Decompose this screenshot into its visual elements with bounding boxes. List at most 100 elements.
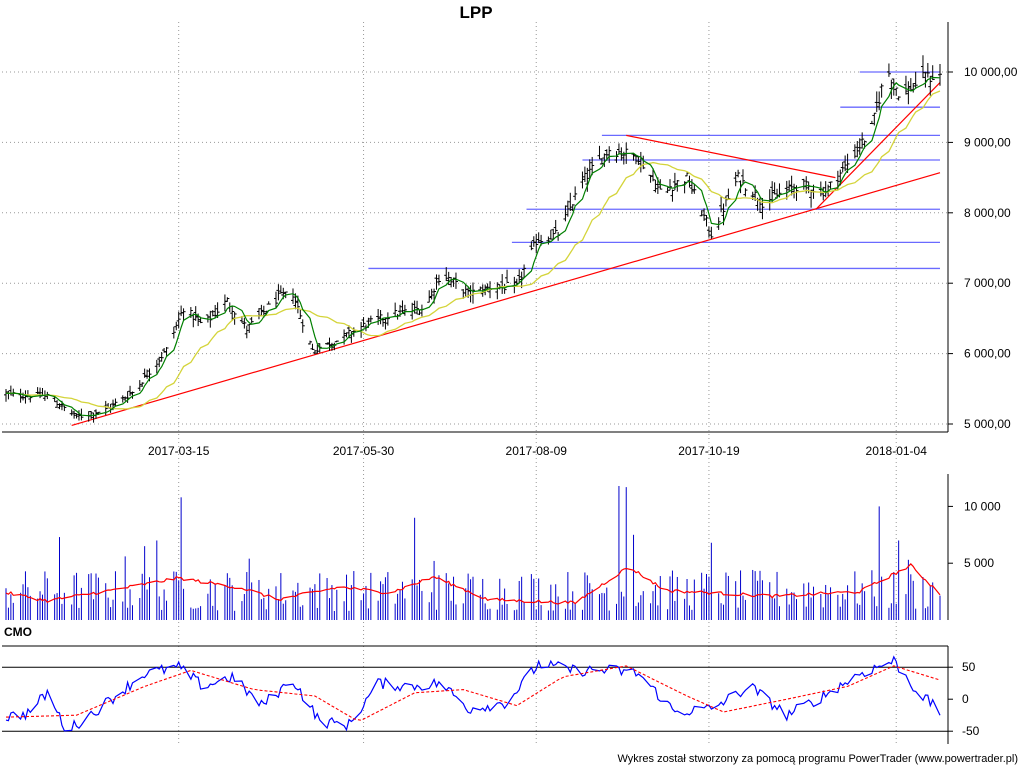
ohlc-bar xyxy=(648,174,653,183)
ohlc-bar xyxy=(368,315,373,323)
ohlc-bar xyxy=(400,300,405,314)
ohlc-bar xyxy=(225,297,230,302)
ohlc-bar xyxy=(616,143,621,154)
volume-y-label-0: 5 000 xyxy=(964,556,994,570)
ohlc-bar xyxy=(72,410,77,419)
ohlc-bar xyxy=(471,282,475,304)
ohlc-bar xyxy=(291,288,296,304)
price-y-label-1: 6 000,00 xyxy=(964,347,1011,361)
ohlc-bar xyxy=(361,317,366,328)
ohlc-bar xyxy=(709,226,714,239)
ohlc-bar xyxy=(55,400,60,408)
ohlc-bar xyxy=(767,189,772,211)
ohlc-bar xyxy=(174,321,179,331)
ohlc-bar xyxy=(159,352,164,362)
price-y-label-4: 9 000,00 xyxy=(964,135,1011,149)
ohlc-bar xyxy=(906,81,911,105)
ohlc-bar xyxy=(860,132,865,149)
ohlc-bar xyxy=(113,398,118,407)
ohlc-bar xyxy=(689,179,694,194)
ohlc-bar xyxy=(140,382,145,387)
ohlc-bar xyxy=(120,395,125,403)
ohlc-bar xyxy=(312,350,317,355)
ohlc-bar xyxy=(142,368,147,378)
ohlc-bar xyxy=(702,208,707,221)
ohlc-bar xyxy=(344,332,349,338)
price-y-label-5: 10 000,00 xyxy=(964,65,1018,79)
ohlc-bar xyxy=(213,304,218,318)
x-tick-label-1: 2017-05-30 xyxy=(333,444,395,458)
ohlc-bar xyxy=(308,340,313,345)
ohlc-bar xyxy=(249,317,254,324)
ohlc-bar xyxy=(154,359,159,374)
ohlc-bar xyxy=(872,112,877,126)
ohlc-bar xyxy=(74,413,79,419)
ohlc-bar xyxy=(35,387,40,395)
ohlc-bar xyxy=(633,155,638,165)
volume-y-label-1: 10 000 xyxy=(964,499,1001,513)
ohlc-bar xyxy=(823,181,828,198)
ohlc-bar xyxy=(402,304,407,316)
ohlc-bar xyxy=(522,264,527,278)
ohlc-bar xyxy=(886,63,891,77)
ohlc-bar xyxy=(723,195,728,207)
cmo-y-label-0: 50 xyxy=(962,660,976,674)
x-tick-label-3: 2017-10-19 xyxy=(678,444,740,458)
ohlc-bar xyxy=(334,340,339,343)
ohlc-bar xyxy=(259,304,264,317)
ohlc-bar xyxy=(852,144,857,159)
ohlc-bar xyxy=(920,55,925,79)
ohlc-bar xyxy=(385,312,390,326)
ohlc-bar xyxy=(570,204,575,212)
ohlc-bar xyxy=(179,305,184,317)
ohlc-bar xyxy=(210,310,215,317)
ohlc-bar xyxy=(534,233,539,254)
ohlc-bar xyxy=(429,288,434,300)
cmo-line xyxy=(5,655,941,732)
ohlc-bar xyxy=(784,180,789,200)
ohlc-bar xyxy=(193,306,198,321)
ohlc-bar xyxy=(93,409,98,419)
cmo-panel xyxy=(2,645,949,744)
ohlc-bar xyxy=(770,181,775,203)
ohlc-bar xyxy=(6,390,11,400)
ohlc-bar xyxy=(602,153,607,167)
ohlc-bar xyxy=(894,87,899,96)
ohlc-bar xyxy=(925,62,930,78)
ohlc-bar xyxy=(171,326,176,339)
ohlc-bar xyxy=(298,309,303,319)
ohlc-bar xyxy=(310,343,315,350)
ohlc-bar xyxy=(903,75,908,95)
price-y-label-0: 5 000,00 xyxy=(964,417,1011,431)
ohlc-bar xyxy=(393,302,398,317)
footer-credit: Wykres został stworzony za pomocą progra… xyxy=(617,753,1018,765)
ohlc-bar xyxy=(923,71,928,88)
ohlc-bar xyxy=(130,391,135,399)
volume-panel xyxy=(5,474,949,620)
ohlc-bar xyxy=(444,267,449,282)
ohlc-bar xyxy=(719,196,724,213)
ohlc-bar xyxy=(840,161,845,173)
ohlc-bar xyxy=(787,180,792,192)
axis-labels: 2017-03-15 2017-05-30 2017-08-09 2017-10-19… xyxy=(148,65,1018,738)
ohlc-bar xyxy=(877,91,882,111)
ohlc-bar xyxy=(325,342,330,345)
ohlc-bar xyxy=(145,369,150,379)
ohlc-bar xyxy=(716,217,721,230)
ohlc-bar xyxy=(57,403,62,410)
ohlc-bar xyxy=(434,274,439,290)
ohlc-bar xyxy=(315,344,320,354)
ohlc-bar xyxy=(565,200,570,217)
ohlc-bar xyxy=(18,388,23,403)
ohlc-bar xyxy=(137,380,142,391)
ohlc-bar xyxy=(801,178,806,190)
ohlc-bar xyxy=(415,300,420,315)
ohlc-bar xyxy=(453,272,458,289)
ohlc-bar xyxy=(412,300,417,314)
ohlc-bar xyxy=(164,347,169,356)
ohlc-bar xyxy=(157,356,162,368)
x-tick-label-2: 2017-08-09 xyxy=(506,444,568,458)
ohlc-bar xyxy=(743,188,748,197)
ohlc-bar xyxy=(692,184,697,194)
